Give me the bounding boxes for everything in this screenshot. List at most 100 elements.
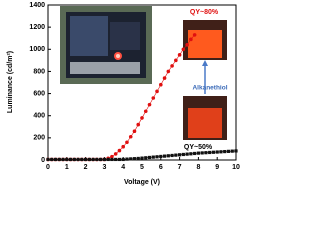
annotation: QY~80% <box>190 9 219 16</box>
point <box>170 153 174 158</box>
point <box>223 149 227 154</box>
point <box>204 151 208 155</box>
point <box>219 150 223 154</box>
point <box>192 33 197 37</box>
point <box>155 89 159 94</box>
point <box>147 102 152 107</box>
point <box>140 116 144 120</box>
point <box>121 144 125 149</box>
point <box>185 43 189 47</box>
point <box>174 58 178 63</box>
point <box>136 122 141 127</box>
point <box>129 157 133 161</box>
point <box>159 154 163 159</box>
point <box>132 129 137 134</box>
point <box>196 151 200 155</box>
y-tick-label: 1400 <box>29 2 45 9</box>
point <box>50 157 54 162</box>
point <box>162 76 167 80</box>
y-tick-label: 1200 <box>29 24 45 31</box>
point <box>110 154 114 159</box>
x-tick-label: 3 <box>102 164 106 171</box>
point <box>166 154 170 158</box>
point <box>61 157 65 162</box>
point <box>128 134 133 139</box>
x-tick-label: 7 <box>178 164 182 171</box>
x-tick-label: 10 <box>232 164 240 171</box>
point <box>53 157 58 162</box>
point <box>143 109 148 114</box>
point <box>87 157 91 162</box>
point <box>125 157 129 161</box>
point <box>166 69 171 74</box>
point <box>95 157 99 162</box>
x-axis-label: Voltage (V) <box>124 179 160 186</box>
inset-vials <box>183 20 227 140</box>
y-tick-label: 800 <box>33 68 45 75</box>
point <box>76 157 80 162</box>
x-tick-label: 8 <box>196 164 200 171</box>
point <box>177 53 182 57</box>
point <box>140 156 144 160</box>
x-tick-label: 1 <box>65 164 69 171</box>
y-tick-label: 200 <box>33 135 45 142</box>
point <box>136 156 140 161</box>
point <box>91 157 95 162</box>
point <box>121 157 125 162</box>
annotation: QY~50% <box>184 144 213 151</box>
point <box>125 140 129 145</box>
point <box>189 152 193 156</box>
point <box>181 152 185 157</box>
point <box>193 151 197 156</box>
point <box>84 157 88 162</box>
point <box>226 149 231 153</box>
point <box>170 64 174 68</box>
point <box>110 157 114 162</box>
point <box>215 150 219 154</box>
x-tick-label: 0 <box>46 164 50 171</box>
chart: Luminance (cd/m²) Voltage (V) QY~80% Alk… <box>7 2 240 186</box>
y-axis-label: Luminance (cd/m²) <box>7 51 14 113</box>
point <box>68 157 73 162</box>
point <box>174 153 178 157</box>
point <box>80 157 84 162</box>
x-tick-label: 4 <box>121 164 125 171</box>
point <box>189 37 193 42</box>
point <box>65 157 69 162</box>
point <box>185 152 189 156</box>
point <box>57 157 61 162</box>
point <box>162 154 167 158</box>
point <box>106 157 110 162</box>
point <box>200 151 204 155</box>
y-tick-label: 1000 <box>29 46 45 53</box>
x-tick-label: 9 <box>215 164 219 171</box>
x-tick-label: 5 <box>140 164 144 171</box>
point <box>208 150 212 155</box>
y-tick-label: 0 <box>41 157 45 164</box>
point <box>102 157 106 162</box>
point <box>230 149 234 153</box>
annotation: Alkanethiol <box>192 85 227 92</box>
point <box>117 157 122 162</box>
point <box>144 156 148 160</box>
point <box>181 47 186 52</box>
point <box>117 148 122 153</box>
point <box>151 96 156 100</box>
point <box>132 157 137 161</box>
point <box>72 157 76 162</box>
point <box>151 155 155 159</box>
point <box>211 150 216 154</box>
point <box>99 157 103 162</box>
point <box>234 149 238 153</box>
point <box>113 152 118 156</box>
inset-photo <box>60 6 152 84</box>
point <box>178 153 182 157</box>
point <box>46 157 50 162</box>
y-tick-label: 600 <box>33 90 45 97</box>
x-tick-label: 6 <box>159 164 163 171</box>
y-tick-label: 400 <box>33 113 45 120</box>
point <box>155 155 159 159</box>
x-tick-label: 2 <box>84 164 88 171</box>
point <box>114 157 118 162</box>
point <box>159 82 163 87</box>
